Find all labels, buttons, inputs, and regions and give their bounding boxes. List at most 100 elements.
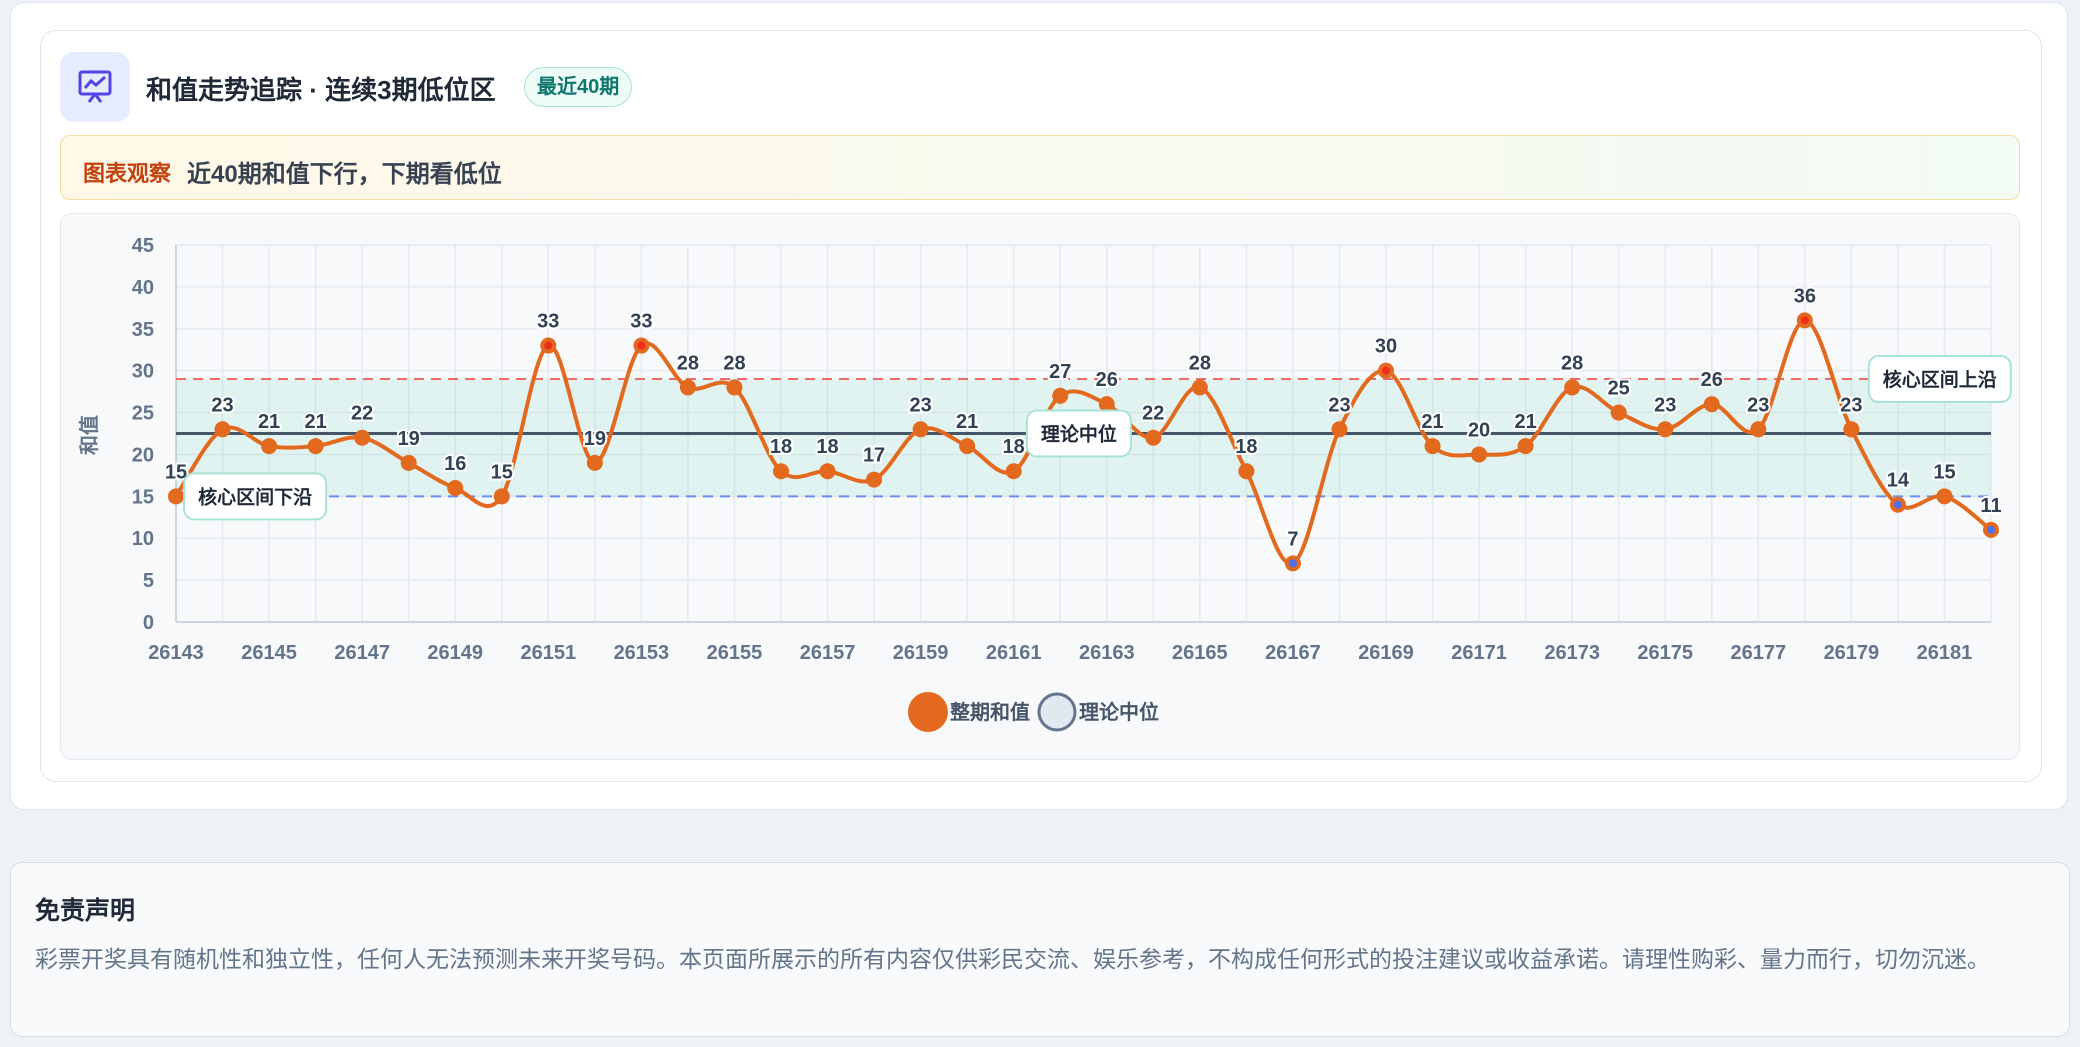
data-label: 19 — [398, 428, 420, 450]
point — [1517, 438, 1534, 455]
point-low — [1987, 525, 1995, 534]
point-low — [1893, 500, 1902, 509]
y-tick-label: 30 — [132, 361, 154, 383]
x-tick-label: 26181 — [1917, 642, 1973, 664]
observation-label: 图表观察 — [83, 161, 172, 186]
legend-marker — [1037, 692, 1077, 732]
point — [1005, 463, 1022, 480]
point-high — [544, 341, 553, 350]
y-axis-label: 和值 — [77, 415, 101, 455]
y-tick-label: 40 — [132, 277, 154, 299]
x-tick-label: 26143 — [148, 642, 204, 664]
y-tick-label: 5 — [143, 570, 154, 592]
legend-label: 理论中位 — [1079, 700, 1159, 724]
annotation-box — [1867, 355, 2012, 404]
data-label: 18 — [1235, 436, 1257, 458]
legend-label: 整期和值 — [949, 700, 1030, 724]
point — [1843, 421, 1860, 438]
x-tick-label: 26145 — [241, 642, 297, 664]
x-tick-label: 26159 — [893, 642, 949, 664]
data-label: 16 — [444, 453, 466, 475]
data-label: 33 — [630, 311, 652, 333]
annotation-box — [1025, 409, 1132, 458]
data-label: 28 — [1189, 352, 1211, 374]
data-label: 23 — [1654, 394, 1676, 416]
x-tick-label: 26171 — [1451, 642, 1507, 664]
x-tick-label: 26165 — [1172, 642, 1228, 664]
annotation-label: 理论中位 — [1041, 423, 1117, 446]
x-tick-label: 26153 — [614, 642, 670, 664]
y-tick-label: 45 — [132, 235, 154, 257]
y-tick-label: 35 — [132, 319, 154, 341]
point — [1657, 421, 1674, 438]
x-tick-label: 26179 — [1824, 642, 1880, 664]
data-label: 26 — [1096, 369, 1118, 391]
disclaimer: 免责声明 彩票开奖具有随机性和独立性，任何人无法预测未来开奖号码。本页面所展示的… — [10, 862, 2070, 1037]
point — [447, 479, 464, 496]
point — [1098, 396, 1115, 413]
data-label: 21 — [956, 411, 978, 433]
data-label: 19 — [584, 428, 606, 450]
x-tick-label: 26167 — [1265, 642, 1321, 664]
point — [493, 488, 510, 505]
point — [819, 463, 836, 480]
data-label: 21 — [304, 411, 326, 433]
point-high — [1382, 366, 1390, 375]
data-label: 23 — [1328, 394, 1350, 416]
x-tick-label: 26177 — [1730, 642, 1786, 664]
data-label: 28 — [1561, 352, 1583, 374]
data-label: 18 — [770, 436, 792, 458]
data-label: 17 — [863, 445, 885, 467]
data-label: 15 — [165, 461, 187, 483]
data-label: 15 — [1933, 461, 1955, 483]
annotation-label: 核心区间上沿 — [1883, 368, 1997, 391]
y-tick-label: 10 — [132, 528, 154, 550]
disclaimer-title: 免责声明 — [35, 897, 136, 925]
point — [1191, 379, 1208, 396]
point — [1331, 421, 1348, 438]
legend-marker — [908, 692, 948, 732]
data-label: 15 — [491, 461, 513, 483]
point — [1145, 429, 1162, 446]
x-tick-label: 26161 — [986, 642, 1042, 664]
data-label: 21 — [1514, 411, 1536, 433]
point — [586, 454, 603, 471]
data-label: 23 — [1840, 394, 1862, 416]
point — [1750, 421, 1767, 438]
data-label: 27 — [1049, 361, 1071, 383]
data-label: 25 — [1608, 378, 1630, 400]
point — [168, 488, 184, 505]
data-label: 7 — [1287, 528, 1298, 550]
x-tick-label: 26157 — [800, 642, 856, 664]
data-label: 23 — [1747, 394, 1769, 416]
data-label: 21 — [1421, 411, 1443, 433]
point — [214, 421, 231, 438]
point — [307, 438, 324, 455]
point — [354, 429, 371, 446]
x-tick-label: 26163 — [1079, 642, 1135, 664]
x-tick-label: 26151 — [520, 642, 576, 664]
point — [261, 438, 278, 455]
point-high — [1800, 316, 1809, 325]
data-label: 18 — [1003, 436, 1025, 458]
point — [726, 379, 743, 396]
data-label: 18 — [816, 436, 838, 458]
point — [959, 438, 976, 455]
point — [1703, 396, 1720, 413]
point-high — [637, 341, 646, 350]
point — [1471, 446, 1488, 463]
data-label: 28 — [723, 352, 745, 374]
data-label: 23 — [211, 394, 233, 416]
y-tick-label: 25 — [132, 403, 154, 425]
x-tick-label: 26155 — [707, 642, 763, 664]
point — [1424, 438, 1441, 455]
data-label: 22 — [1142, 403, 1164, 425]
point-low — [1288, 559, 1297, 568]
point — [1564, 379, 1581, 396]
x-tick-label: 26169 — [1358, 642, 1414, 664]
y-tick-label: 0 — [143, 612, 154, 634]
x-tick-label: 26173 — [1544, 642, 1600, 664]
data-label: 14 — [1887, 470, 1910, 492]
